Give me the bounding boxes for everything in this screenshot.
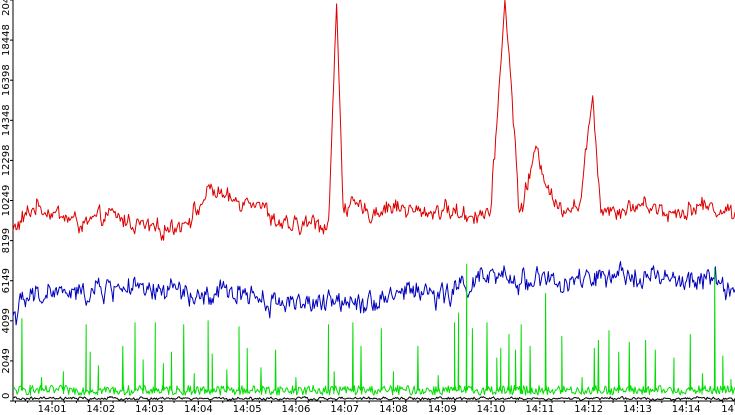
y-tick-label: 6149	[1, 268, 12, 293]
series-line-1	[12, 261, 735, 326]
y-tick-label: 14348	[1, 104, 12, 136]
y-tick-label: 8199	[1, 228, 12, 253]
x-tick-label: 14:01	[38, 404, 67, 415]
x-tick-label: 14:14	[672, 404, 701, 415]
x-tick-label: 14:07	[330, 404, 359, 415]
x-tick-label: 14:11	[525, 404, 554, 415]
x-tick-label: 14:06	[282, 404, 311, 415]
y-tick-label: 2049	[1, 348, 12, 373]
y-tick-label: 20498	[1, 0, 12, 16]
y-tick-label: 18448	[1, 24, 12, 56]
x-tick-label: 14:04	[184, 404, 213, 415]
y-tick-label: 4099	[1, 308, 12, 333]
x-tick-label: 14:10	[477, 404, 506, 415]
x-tick-label: 14:08	[379, 404, 408, 415]
y-tick-label: 12298	[1, 144, 12, 176]
x-tick-label: 14:03	[135, 404, 164, 415]
x-tick-label: 14:02	[86, 404, 115, 415]
y-tick-label: 10249	[1, 185, 12, 217]
x-tick-label: 14:05	[233, 404, 262, 415]
series-line-2	[12, 263, 735, 396]
x-tick-label: 14:13	[623, 404, 652, 415]
series-line-0	[12, 0, 735, 241]
x-tick-label: 14:12	[574, 404, 603, 415]
x-tick-label: 14:09	[428, 404, 457, 415]
series-layer	[12, 0, 735, 402]
y-tick-label: 0	[1, 393, 12, 399]
y-tick-label: 16398	[1, 64, 12, 96]
series-line-3	[13, 396, 735, 402]
x-tick-label: 14	[721, 404, 734, 415]
